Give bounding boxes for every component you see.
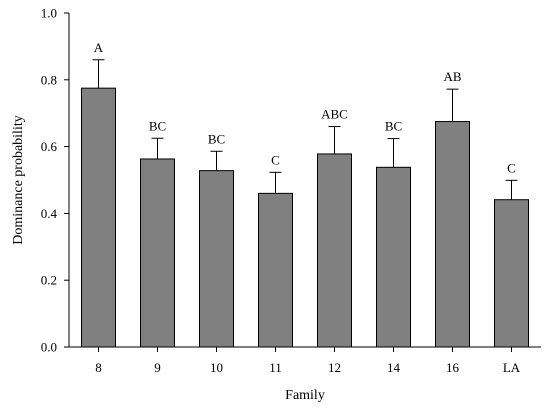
significance-letter: AB [443,69,461,84]
x-tick-label: 9 [154,360,161,375]
bar [376,166,411,348]
bar [199,170,234,348]
bar [81,87,116,348]
significance-letter: BC [149,118,166,133]
significance-letter: C [271,152,280,167]
x-tick-label: 12 [328,360,341,375]
y-tick-label: 1.0 [41,6,57,21]
y-tick-label: 0.2 [41,273,57,288]
bar [317,153,352,348]
x-tick-label: 16 [446,360,460,375]
significance-letter: BC [208,131,225,146]
bar [140,158,175,348]
bar [494,199,529,348]
x-axis-ticks: 8 9 10 11 12 14 16 LA [95,347,521,375]
x-axis-title: Family [285,388,325,403]
y-tick-label: 0.0 [41,340,57,355]
significance-letter: A [94,40,104,55]
bar [435,121,470,348]
significance-letter: BC [385,119,402,134]
significance-letter: C [507,160,516,175]
y-tick-label: 0.8 [41,72,57,87]
y-axis-ticks: 0.0 0.2 0.4 0.6 0.8 1.0 [41,6,69,355]
error-bars [92,59,518,200]
x-tick-label: 10 [210,360,223,375]
bar [258,192,293,348]
significance-letter: ABC [321,107,348,122]
x-tick-label: LA [503,360,521,375]
y-tick-label: 0.4 [41,206,58,221]
y-axis-title: Dominance probability [11,115,26,244]
bar-series [81,87,529,348]
y-tick-label: 0.6 [41,139,58,154]
x-tick-label: 11 [269,360,282,375]
x-tick-label: 8 [95,360,102,375]
x-tick-label: 14 [387,360,401,375]
